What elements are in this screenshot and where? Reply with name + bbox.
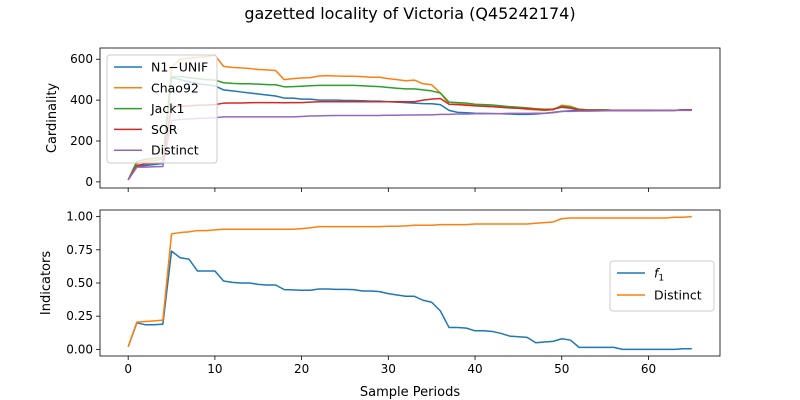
legend-box [609, 260, 715, 312]
x-tick-label: 40 [467, 362, 482, 376]
legend-label: Chao92 [151, 80, 199, 95]
figure-title: gazetted locality of Victoria (Q45242174… [244, 4, 575, 23]
legend-label: Jack1 [150, 101, 184, 116]
y-tick-label: 0.75 [66, 243, 93, 257]
series-line-distinct [127, 109, 692, 181]
legend: N1−UNIF Chao92 Jack1 SOR Distinct [106, 54, 218, 164]
legend-box [106, 54, 218, 164]
legend-label: Distinct [151, 143, 199, 158]
y-tick-label: 0 [85, 175, 93, 189]
x-tick-label: 20 [294, 362, 309, 376]
series-line-f1 [127, 250, 692, 351]
x-tick-label: 0 [124, 362, 132, 376]
legend-label: SOR [151, 122, 178, 137]
cardinality-panel: 0 200 400 600 Cardinality N1−UNIF Chao92 Jack1 S… [45, 47, 721, 192]
legend: f1 Distinct [609, 260, 715, 312]
indicators-panel: 0 10 20 30 40 50 60 0.00 0.25 0.50 0.75 1.00 Indicat… [39, 209, 721, 400]
y-tick-label: 0.00 [66, 342, 93, 356]
y-tick-label: 0.50 [66, 276, 93, 290]
y-tick-label: 200 [70, 134, 93, 148]
legend-label: f1 [654, 266, 664, 284]
y-tick-label: 0.25 [66, 309, 93, 323]
y-tick-label: 600 [70, 52, 93, 66]
y-axis-label: Cardinality [45, 83, 60, 154]
x-tick-label: 60 [641, 362, 656, 376]
axes-frame [99, 47, 721, 189]
series-line-distinct [127, 215, 692, 347]
x-tick-label: 50 [554, 362, 569, 376]
legend-label: N1−UNIF [151, 60, 208, 75]
x-tick-label: 30 [381, 362, 396, 376]
x-axis-label: Sample Periods [360, 385, 460, 400]
x-tick-label: 10 [207, 362, 222, 376]
y-tick-label: 1.00 [66, 210, 93, 224]
y-axis-label: Indicators [39, 251, 54, 315]
legend-label: Distinct [654, 288, 702, 303]
y-tick-label: 400 [70, 93, 93, 107]
